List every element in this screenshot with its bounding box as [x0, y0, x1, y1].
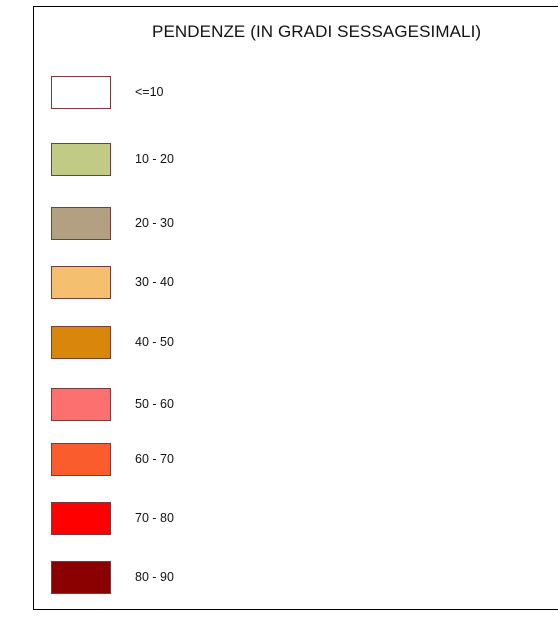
legend-swatch — [51, 388, 111, 421]
legend-item-label: 10 - 20 — [135, 152, 174, 166]
legend-swatch — [51, 502, 111, 535]
legend-item-label: 80 - 90 — [135, 570, 174, 584]
legend-item-label: 20 - 30 — [135, 216, 174, 230]
legend-item-label: 60 - 70 — [135, 452, 174, 466]
legend-swatch — [51, 561, 111, 594]
legend-item-label: 70 - 80 — [135, 511, 174, 525]
legend-item-label: 40 - 50 — [135, 335, 174, 349]
legend-swatch — [51, 326, 111, 359]
legend-item-label: 50 - 60 — [135, 397, 174, 411]
legend-swatch — [51, 143, 111, 176]
legend-swatch — [51, 207, 111, 240]
legend-swatch — [51, 76, 111, 109]
legend-swatch — [51, 443, 111, 476]
legend-swatch — [51, 266, 111, 299]
legend-item-label: <=10 — [135, 85, 164, 99]
legend-title: PENDENZE (IN GRADI SESSAGESIMALI) — [152, 22, 482, 41]
legend-panel — [33, 6, 558, 610]
legend-item-label: 30 - 40 — [135, 275, 174, 289]
